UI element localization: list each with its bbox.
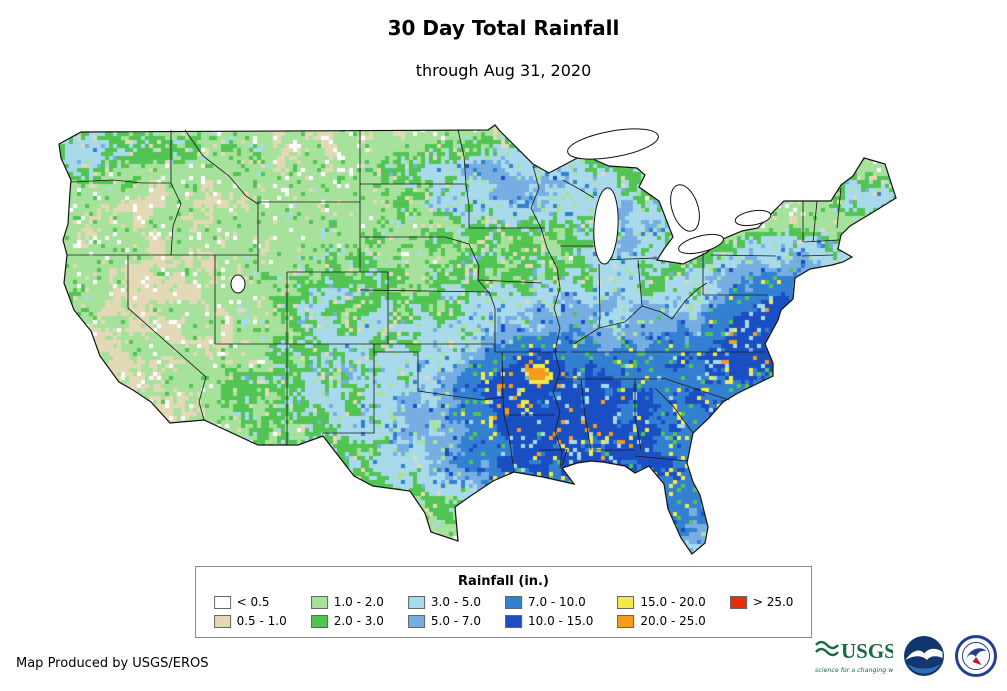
legend-swatch: [505, 614, 523, 628]
map-overlay: [58, 124, 897, 555]
credit-text: Map Produced by USGS/EROS: [16, 656, 209, 671]
legend-item: 5.0 - 7.0: [407, 614, 482, 628]
legend-label: 2.0 - 3.0: [333, 614, 384, 628]
state-border-line: [374, 351, 504, 401]
state-border-line: [465, 183, 470, 228]
legend-item: 7.0 - 10.0: [505, 595, 593, 609]
legend-item: 1.0 - 2.0: [310, 595, 384, 609]
state-border-line: [812, 200, 818, 243]
legend-title: Rainfall (in.): [458, 574, 549, 589]
legend-swatch: [617, 595, 635, 609]
lake-shape: [593, 187, 619, 265]
legend-item: 10.0 - 15.0: [505, 614, 593, 628]
state-border-line: [503, 414, 515, 473]
legend-label: < 0.5: [236, 595, 270, 609]
lake-shape: [734, 209, 772, 227]
state-border-line: [654, 387, 694, 434]
legend-item: 20.0 - 25.0: [617, 614, 706, 628]
legend-box: Rainfall (in.) < 0.5 0.5 - 1.0 1.0 - 2.0…: [194, 566, 813, 638]
legend-swatch: [505, 595, 523, 609]
state-border-line: [836, 187, 842, 229]
legend-item: 0.5 - 1.0: [213, 614, 287, 628]
legend-label: 5.0 - 7.0: [430, 614, 482, 628]
state-border-line: [803, 239, 840, 243]
state-border-line: [170, 182, 182, 256]
state-border-line: [127, 255, 207, 421]
noaa-seagull-icon: [905, 648, 943, 660]
lake-shape: [567, 128, 659, 160]
state-border-line: [360, 236, 470, 245]
legend-label: 3.0 - 5.0: [430, 595, 482, 609]
usgs-wordmark: USGS: [841, 639, 893, 663]
page-title: 30 Day Total Rainfall: [387, 16, 620, 40]
usgs-logo: USGS science for a changing world: [815, 639, 893, 674]
legend-swatch: [617, 614, 635, 628]
legend-swatch: [310, 595, 328, 609]
state-border-line: [634, 455, 688, 462]
logo-row: USGS science for a changing world: [813, 634, 997, 678]
state-border-line: [539, 449, 568, 467]
legend-item: 15.0 - 20.0: [617, 595, 706, 609]
legend-label: 15.0 - 20.0: [640, 595, 706, 609]
legend-label: 1.0 - 2.0: [333, 595, 384, 609]
legend-swatch: [407, 595, 425, 609]
state-border-line: [634, 379, 642, 451]
state-border-line: [710, 254, 777, 257]
noaa-sea-icon: [907, 664, 941, 674]
lake-shape: [670, 184, 700, 232]
rainfall-raster-canvas: [33, 116, 973, 556]
state-border-line: [502, 396, 505, 416]
state-borders: [67, 129, 842, 473]
state-border-line: [801, 254, 834, 257]
legend-label: 20.0 - 25.0: [640, 614, 706, 628]
state-border-line: [322, 344, 375, 434]
page-subtitle: through Aug 31, 2020: [415, 61, 592, 80]
state-border-line: [468, 243, 496, 352]
legend-label: > 25.0: [752, 595, 794, 609]
legend-swatch: [407, 614, 425, 628]
us-outline: [58, 124, 897, 555]
legend-label: 7.0 - 10.0: [528, 595, 586, 609]
legend-label: 10.0 - 15.0: [528, 614, 594, 628]
legend-grid: < 0.5 0.5 - 1.0 1.0 - 2.0 2.0 - 3.0 3.0 …: [213, 595, 794, 628]
state-border-line: [359, 289, 491, 293]
legend-label: 0.5 - 1.0: [236, 614, 287, 628]
state-border-line: [598, 263, 601, 329]
usgs-wave-icon: [815, 640, 839, 657]
state-border-line: [70, 179, 171, 184]
usgs-tagline: science for a changing world: [815, 667, 893, 674]
state-border-line: [580, 378, 592, 451]
state-border-line: [530, 165, 563, 469]
legend-item: < 0.5: [213, 595, 287, 609]
legend-swatch: [213, 595, 231, 609]
legend-item: > 25.0: [729, 595, 794, 609]
state-border-line: [637, 259, 643, 307]
nws-emblem-icon: [965, 648, 987, 661]
great-lakes: [230, 128, 772, 294]
state-border-line: [662, 377, 730, 401]
state-border-line: [457, 129, 467, 185]
noaa-logo: [904, 636, 944, 676]
lake-shape: [230, 274, 246, 294]
state-border-line: [477, 279, 543, 284]
legend-swatch: [729, 595, 747, 609]
state-border-line: [501, 351, 504, 398]
legend-item: 3.0 - 5.0: [407, 595, 482, 609]
nws-bolt-icon: [972, 657, 982, 665]
legend-swatch: [310, 614, 328, 628]
state-border-line: [562, 179, 595, 199]
state-border-line: [573, 282, 708, 345]
legend-item: 2.0 - 3.0: [310, 614, 384, 628]
us-rainfall-map: [33, 116, 973, 556]
legend-swatch: [213, 614, 231, 628]
lake-shape: [678, 233, 724, 255]
state-border-line: [184, 129, 259, 205]
nws-logo: [955, 635, 997, 677]
